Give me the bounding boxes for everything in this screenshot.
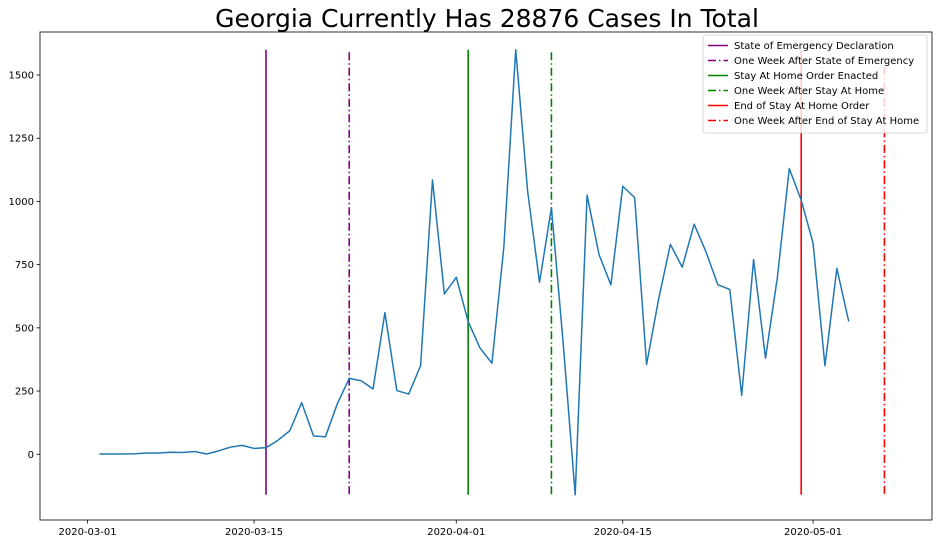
y-tick-label-3: 750 (15, 260, 34, 271)
x-tick-label-2: 2020-04-01 (427, 527, 485, 538)
x-tick-label-0: 2020-03-01 (59, 527, 117, 538)
series-line-0 (99, 48, 850, 496)
x-tick-label-4: 2020-05-01 (784, 527, 842, 538)
legend-label-1: One Week After State of Emergency (734, 56, 914, 67)
y-tick-label-6: 1500 (9, 70, 34, 81)
legend-box (702, 34, 928, 134)
y-tick-label-4: 1000 (9, 197, 34, 208)
y-tick-label-5: 1250 (9, 134, 34, 145)
y-tick-label-0: 0 (28, 450, 34, 461)
legend-label-4: End of Stay At Home Order (734, 101, 870, 112)
chart-title: Georgia Currently Has 28876 Cases In Tot… (215, 4, 759, 33)
x-tick-label-1: 2020-03-15 (225, 527, 283, 538)
y-tick-label-1: 250 (15, 387, 34, 398)
legend-label-3: One Week After Stay At Home (734, 86, 884, 97)
x-axis: 2020-03-01 2020-03-15 2020-04-01 2020-04-15… (59, 520, 842, 538)
y-tick-label-2: 500 (15, 323, 34, 334)
legend-label-5: One Week After End of Stay At Home (734, 116, 919, 127)
legend-label-0: State of Emergency Declaration (734, 41, 894, 52)
y-axis: 0 250 500 750 1000 1250 1500 (9, 70, 40, 461)
series-layer (99, 48, 850, 496)
legend-label-2: Stay At Home Order Enacted (734, 71, 878, 82)
legend: State of Emergency Declaration One Week A… (702, 34, 928, 134)
plot-frame (39, 31, 933, 521)
x-tick-label-3: 2020-04-15 (594, 527, 652, 538)
